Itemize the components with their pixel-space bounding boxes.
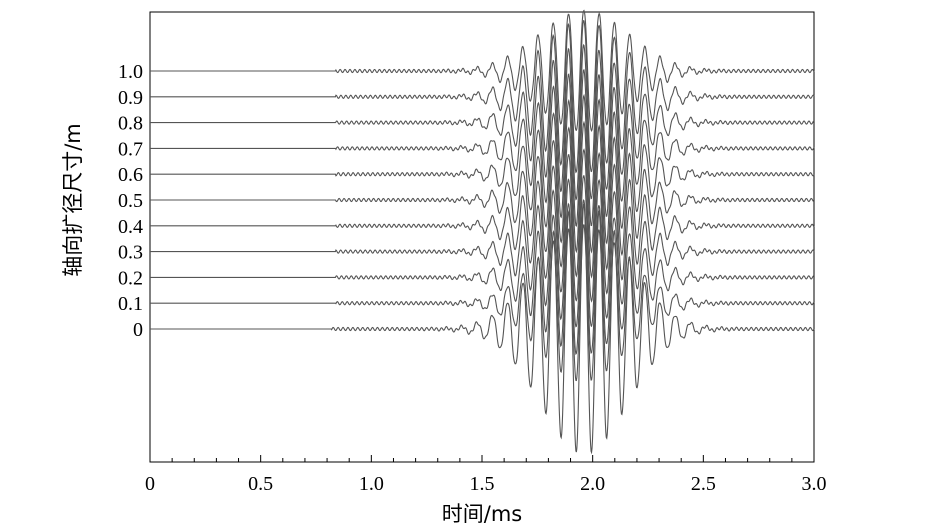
y-axis-title: 轴向扩径尺寸/m — [61, 123, 85, 277]
trace-line-0-1 — [150, 224, 815, 382]
y-tick-label: 1.0 — [118, 61, 143, 83]
y-tick-label: 0.9 — [118, 87, 143, 109]
y-axis: 0 0.1 0.2 0.3 0.4 0.5 0.6 0.7 0.8 0.9 1.0 — [118, 61, 143, 341]
x-tick-label: 0.5 — [248, 473, 273, 495]
x-tick-label: 0 — [145, 473, 155, 495]
x-axis-title: 时间/ms — [442, 502, 522, 526]
x-tick-label: 3.0 — [802, 473, 827, 495]
y-tick-label: 0.2 — [118, 267, 143, 289]
trace-line-0-7 — [150, 69, 815, 227]
trace-line-0-5 — [150, 120, 815, 279]
y-tick-label: 0.1 — [118, 293, 143, 315]
trace-line-0-3 — [150, 175, 815, 328]
trace-line-0 — [150, 203, 815, 455]
trace-line-0-6 — [150, 93, 815, 254]
y-tick-label: 0.6 — [118, 164, 143, 186]
x-axis: 0 0.5 1.0 1.5 2.0 2.5 3.0 — [145, 455, 827, 495]
trace-group — [150, 9, 815, 455]
trace-line-0-2 — [150, 199, 815, 356]
y-tick-label: 0.8 — [118, 113, 143, 135]
x-tick-label: 1.5 — [470, 473, 495, 495]
trace-line-0-8 — [150, 43, 815, 201]
y-tick-label: 0 — [133, 319, 143, 341]
x-tick-label: 2.0 — [580, 473, 605, 495]
x-tick-label: 1.0 — [359, 473, 384, 495]
plot-frame — [149, 11, 815, 463]
trace-line-0-4 — [150, 148, 815, 303]
trace-line-0-9 — [150, 19, 815, 174]
y-tick-label: 0.5 — [118, 190, 143, 212]
y-tick-label: 0.3 — [118, 242, 143, 264]
x-tick-label: 2.5 — [691, 473, 716, 495]
y-tick-label: 0.4 — [118, 216, 143, 238]
y-tick-label: 0.7 — [118, 138, 143, 160]
trace-line-1 — [150, 9, 815, 132]
